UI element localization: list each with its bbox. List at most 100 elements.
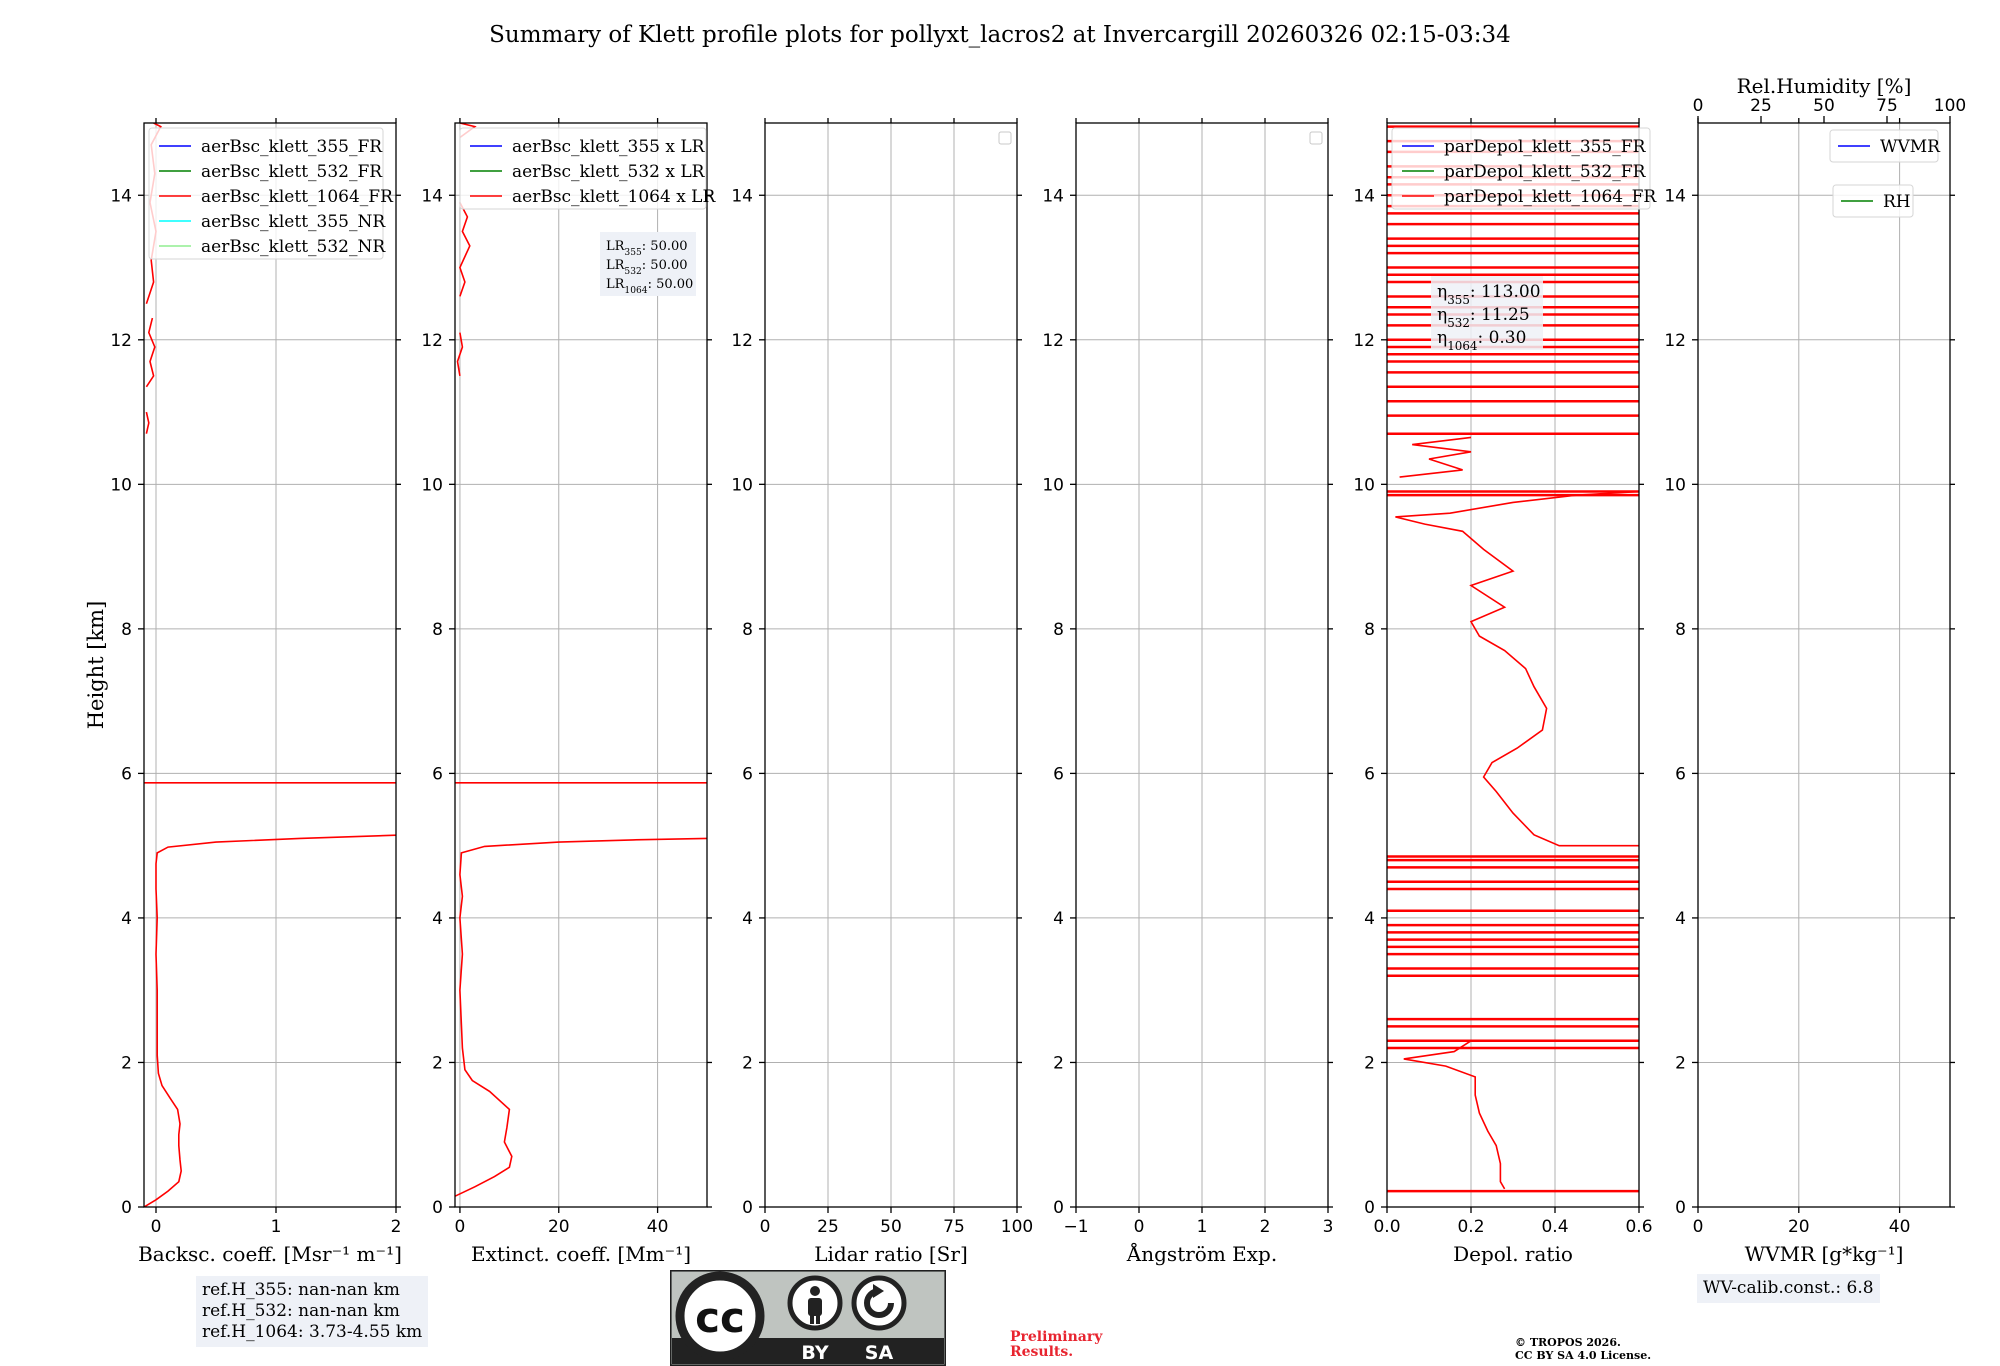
- wv-calib-constant: WV-calib.const.: 6.8: [1703, 1278, 1874, 1298]
- water_vapor-ytick-label: 8: [1675, 620, 1686, 640]
- backscatter-ytick-label: 10: [110, 475, 132, 495]
- depolarization-eta-label: η532: 11.25: [1437, 305, 1530, 330]
- water_vapor-xlabel: WVMR [g*kg⁻¹]: [1745, 1242, 1904, 1266]
- depolarization-xtick-label: 0.4: [1541, 1217, 1568, 1237]
- depolarization-ytick-label: 10: [1353, 475, 1375, 495]
- water_vapor-top-xtick-label: 50: [1813, 96, 1835, 116]
- extinction-legend-label: aerBsc_klett_532 x LR: [512, 162, 706, 182]
- water_vapor-xtick-label: 20: [1788, 1217, 1810, 1237]
- backscatter-legend-box: [148, 127, 384, 260]
- depolarization-axes-frame: [1386, 122, 1640, 1208]
- backscatter-xtick-label: 1: [271, 1217, 282, 1237]
- lidar_ratio-xtick-label: 25: [817, 1217, 839, 1237]
- backscatter-ytick-label: 4: [121, 909, 132, 929]
- extinction-xtick-label: 20: [548, 1217, 570, 1237]
- ref-h-532: ref.H_532: nan-nan km: [202, 1301, 400, 1321]
- water_vapor-ytick-label: 14: [1664, 186, 1686, 206]
- angstrom-ytick-label: 10: [1042, 475, 1064, 495]
- extinction-ytick-label: 10: [421, 475, 443, 495]
- extinction-lr-label: LR532: 50.00: [606, 258, 688, 277]
- depolarization-xtick-label: 0.0: [1373, 1217, 1400, 1237]
- copyright-line-2: CC BY SA 4.0 License.: [1515, 1349, 1652, 1362]
- extinction-ytick-label: 14: [421, 186, 443, 206]
- backscatter-series-line: [145, 411, 150, 434]
- backscatter-axes-frame: [143, 122, 397, 1208]
- extinction-ytick-label: 12: [421, 331, 443, 351]
- water_vapor-ytick-label: 0: [1675, 1198, 1686, 1218]
- backscatter-legend-label: aerBsc_klett_532_FR: [201, 162, 383, 182]
- angstrom-ytick-label: 14: [1042, 186, 1064, 206]
- depolarization-legend-label: parDepol_klett_1064_FR: [1444, 187, 1657, 207]
- cc-sa-text: SA: [865, 1342, 894, 1364]
- copyright-note: © TROPOS 2026. CC BY SA 4.0 License.: [1515, 1336, 1651, 1362]
- copyright-line-1: © TROPOS 2026.: [1515, 1336, 1621, 1349]
- water_vapor-top-xtick-label: 100: [1934, 96, 1966, 116]
- angstrom-ytick-label: 6: [1053, 764, 1064, 784]
- reference-height-box: ref.H_355: nan-nan km ref.H_532: nan-nan…: [196, 1276, 429, 1347]
- depolarization-ytick-label: 4: [1364, 909, 1375, 929]
- wv-calibration-box: WV-calib.const.: 6.8: [1697, 1274, 1880, 1303]
- water_vapor-ytick-label: 12: [1664, 331, 1686, 351]
- depolarization-legend-label: parDepol_klett_355_FR: [1444, 137, 1647, 157]
- backscatter-series-line: [144, 834, 396, 1207]
- lidar_ratio-ytick-label: 12: [731, 331, 753, 351]
- water_vapor-ytick-label: 6: [1675, 764, 1686, 784]
- backscatter-xtick-label: 0: [151, 1217, 162, 1237]
- depolarization-ytick-label: 0: [1364, 1198, 1375, 1218]
- extinction-axes-frame: [454, 122, 708, 1208]
- angstrom-xtick-label: −1: [1063, 1217, 1088, 1237]
- lidar_ratio-xtick-label: 75: [943, 1217, 965, 1237]
- extinction-lr-label: LR355: 50.00: [606, 239, 688, 258]
- extinction-xlabel: Extinct. coeff. [Mm⁻¹]: [471, 1242, 691, 1266]
- backscatter-ytick-label: 8: [121, 620, 132, 640]
- angstrom-ytick-label: 8: [1053, 620, 1064, 640]
- preliminary-results-note: Preliminary Results.: [1010, 1330, 1102, 1360]
- water_vapor-ytick-label: 4: [1675, 909, 1686, 929]
- angstrom-ytick-label: 0: [1053, 1198, 1064, 1218]
- depolarization-xlabel: Depol. ratio: [1453, 1242, 1573, 1266]
- extinction-lr-box: [600, 232, 696, 296]
- backscatter-series-line: [145, 317, 156, 388]
- ref-h-355: ref.H_355: nan-nan km: [202, 1280, 400, 1300]
- water_vapor-axes-frame: [1697, 122, 1951, 1208]
- water_vapor-legend-box: [1829, 129, 1939, 163]
- depolarization-ytick-label: 6: [1364, 764, 1375, 784]
- angstrom-ytick-label: 2: [1053, 1053, 1064, 1073]
- backscatter-ytick-label: 2: [121, 1053, 132, 1073]
- backscatter-ytick-label: 0: [121, 1198, 132, 1218]
- water_vapor-legend-label: WVMR: [1880, 137, 1941, 157]
- extinction-ytick-label: 0: [432, 1198, 443, 1218]
- depolarization-eta-box: [1431, 276, 1543, 350]
- water_vapor-xtick-label: 0: [1693, 1217, 1704, 1237]
- lidar_ratio-ytick-label: 4: [742, 909, 753, 929]
- backscatter-legend-label: aerBsc_klett_532_NR: [201, 237, 386, 257]
- lidar_ratio-xtick-label: 0: [760, 1217, 771, 1237]
- lidar_ratio-xtick-label: 100: [1001, 1217, 1033, 1237]
- angstrom-ytick-label: 12: [1042, 331, 1064, 351]
- figure-title: Summary of Klett profile plots for polly…: [489, 22, 1511, 48]
- extinction-ytick-label: 6: [432, 764, 443, 784]
- depolarization-ytick-label: 8: [1364, 620, 1375, 640]
- backscatter-legend-label: aerBsc_klett_355_NR: [201, 212, 386, 232]
- depolarization-series-line: [1399, 436, 1472, 478]
- cc-by-sa-logo: cc BY SA: [670, 1270, 946, 1366]
- water_vapor-ytick-label: 10: [1664, 475, 1686, 495]
- depolarization-ytick-label: 14: [1353, 186, 1375, 206]
- backscatter-xtick-label: 2: [391, 1217, 402, 1237]
- extinction-legend-box: [459, 127, 707, 210]
- extinction-xtick-label: 0: [455, 1217, 466, 1237]
- lidar_ratio-ytick-label: 10: [731, 475, 753, 495]
- extinction-legend-label: aerBsc_klett_355 x LR: [512, 137, 706, 157]
- extinction-series-line: [455, 837, 707, 1197]
- extinction-ytick-label: 4: [432, 909, 443, 929]
- depolarization-series-line: [1403, 1040, 1506, 1190]
- backscatter-xlabel: Backsc. coeff. [Msr⁻¹ m⁻¹]: [138, 1242, 402, 1266]
- angstrom-ytick-label: 4: [1053, 909, 1064, 929]
- lidar_ratio-xtick-label: 50: [880, 1217, 902, 1237]
- depolarization-eta-label: η1064: 0.30: [1437, 328, 1526, 353]
- water_vapor-top-xlabel: Rel.Humidity [%]: [1737, 74, 1912, 98]
- lidar_ratio-empty-legend: [998, 131, 1012, 145]
- backscatter-ytick-label: 6: [121, 764, 132, 784]
- preliminary-line-2: Results.: [1010, 1344, 1074, 1360]
